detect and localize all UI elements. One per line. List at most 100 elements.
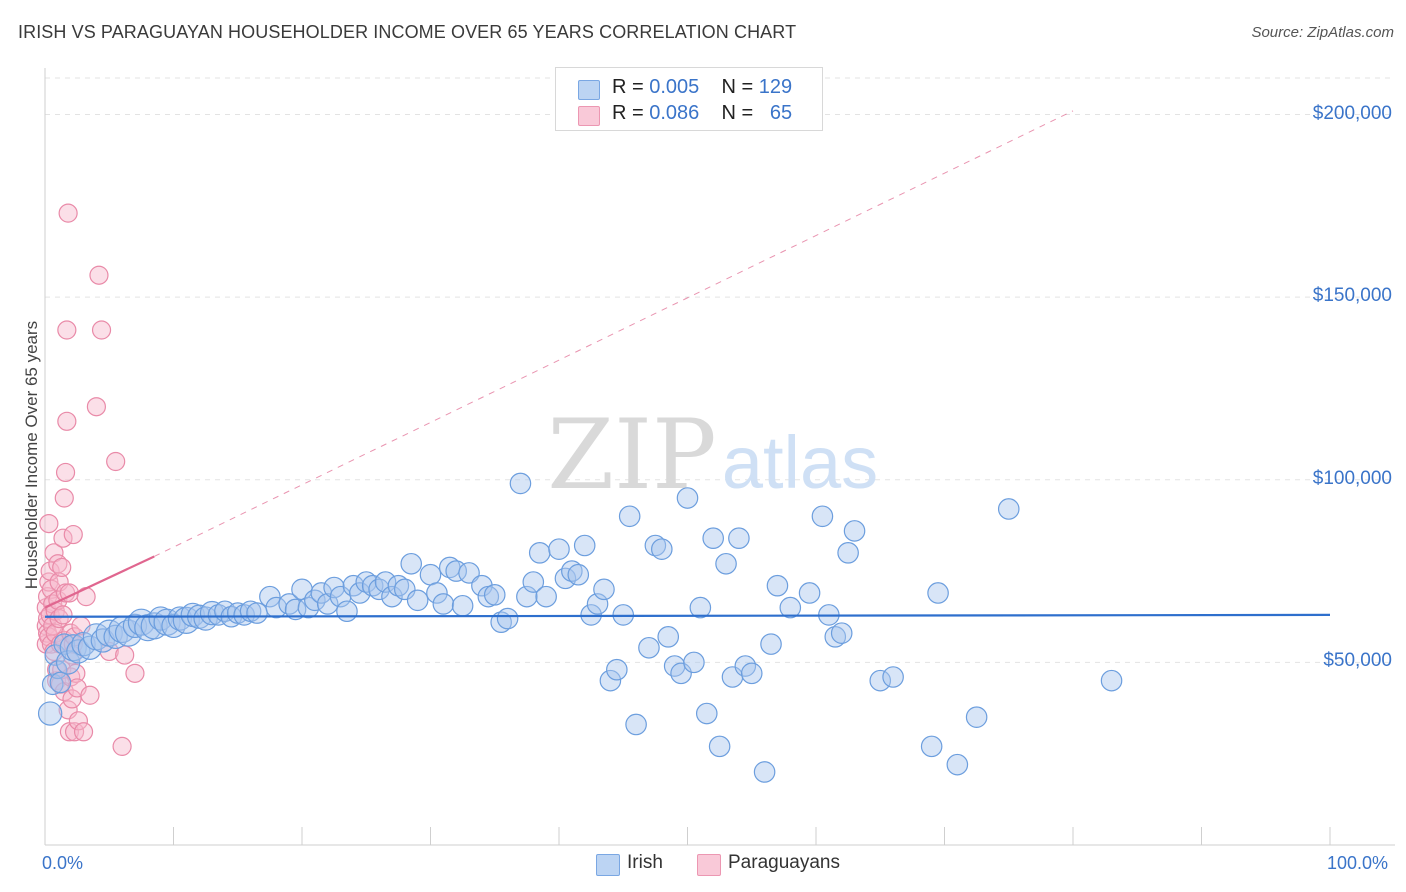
legend-swatch-irish	[578, 80, 600, 100]
irish-point-66	[458, 562, 480, 584]
paraguayans-point-28	[53, 528, 73, 548]
irish-point-58	[400, 552, 423, 575]
irish-point-93	[657, 626, 680, 648]
irish-point-62	[432, 593, 455, 615]
irish-point-65	[451, 594, 474, 617]
irish-point-124	[997, 498, 1020, 520]
legend-swatch-paraguayans	[578, 106, 600, 126]
irish-point-5	[53, 633, 76, 655]
irish-trend-line	[44, 613, 1331, 618]
irish-point-114	[824, 626, 847, 648]
irish-point-69	[483, 584, 506, 606]
correlation-legend: R = 0.005 N = 129 R = 0.086 N = 65	[555, 67, 823, 131]
paraguayans-point-29	[53, 605, 73, 625]
chart-title: IRISH VS PARAGUAYAN HOUSEHOLDER INCOME O…	[18, 22, 797, 42]
paraguayans-point-64	[54, 488, 74, 508]
irish-point-75	[528, 542, 551, 564]
irish-point-56	[387, 574, 410, 597]
irish-point-86	[606, 658, 628, 681]
irish-point-109	[766, 574, 789, 597]
irish-point-3	[48, 660, 68, 680]
irish-point-108	[760, 633, 782, 655]
watermark-atlas: atlas	[722, 421, 878, 504]
irish-point-73	[516, 585, 538, 608]
irish-point-37	[259, 585, 281, 608]
irish-point-120	[920, 735, 943, 758]
irish-point-122	[946, 753, 969, 776]
irish-point-52	[361, 574, 384, 597]
irish-point-71	[496, 607, 519, 630]
irish-point-115	[830, 622, 853, 644]
irish-point-88	[618, 505, 641, 528]
irish-point-123	[965, 706, 988, 728]
axes	[44, 68, 1395, 846]
irish-point-101	[708, 735, 731, 758]
paraguayans-point-36	[58, 203, 78, 223]
legend-r-label-paraguayans: R =	[612, 102, 644, 124]
paraguayans-point-59	[106, 451, 126, 472]
paraguayans-point-60	[112, 736, 132, 756]
irish-point-45	[316, 593, 339, 615]
irish-point-60	[419, 563, 442, 586]
paraguayans-point-35	[57, 320, 77, 340]
paraguayans-point-56	[89, 265, 109, 285]
irish-point-85	[599, 669, 622, 692]
paraguayans-point-52	[73, 722, 94, 742]
irish-point-99	[695, 702, 718, 725]
x-tick-label-min: 0.0%	[42, 853, 84, 873]
legend-r-label-irish: R =	[612, 76, 644, 98]
irish-point-74	[522, 571, 545, 593]
irish-point-48	[336, 600, 358, 623]
irish-point-107	[753, 761, 776, 783]
paraguayans-point-26	[52, 557, 72, 578]
irish-point-119	[882, 666, 904, 688]
irish-point-112	[811, 505, 834, 528]
irish-point-4	[49, 671, 72, 694]
irish-point-59	[406, 589, 429, 612]
paraguayans-trend-solid	[44, 555, 155, 609]
paraguayans-points	[36, 203, 145, 756]
series-swatch-paraguayans	[697, 854, 721, 876]
irish-point-102	[715, 552, 737, 575]
legend-r-value-paraguayans: 0.086	[649, 102, 700, 124]
irish-point-38	[265, 596, 288, 619]
irish-point-98	[689, 596, 712, 619]
grid-lines	[45, 77, 1395, 663]
irish-point-92	[650, 538, 673, 560]
irish-point-84	[593, 578, 615, 601]
legend-r-value-irish: 0.005	[649, 76, 700, 98]
paraguayans-point-54	[80, 685, 100, 705]
watermark-zip: ZIP	[547, 399, 716, 511]
y-tick-label-1: $100,000	[1312, 467, 1392, 489]
irish-point-118	[869, 669, 892, 692]
paraguayans-point-34	[57, 411, 77, 431]
irish-point-117	[843, 520, 866, 542]
irish-point-55	[381, 585, 403, 608]
irish-point-89	[625, 713, 647, 736]
paraguayans-point-23	[49, 608, 69, 629]
legend-n-value-paraguayans: 65	[769, 102, 793, 124]
y-tick-label-0: $50,000	[1323, 650, 1392, 672]
paraguayans-point-62	[125, 663, 145, 683]
irish-point-1	[41, 673, 64, 696]
legend-n-value-irish: 129	[758, 76, 793, 98]
irish-point-96	[676, 487, 699, 509]
irish-point-104	[728, 527, 750, 549]
irish-point-125	[1100, 669, 1123, 692]
irish-point-97	[683, 651, 705, 674]
irish-point-77	[548, 538, 570, 560]
paraguayans-point-50	[68, 711, 89, 731]
irish-point-54	[374, 571, 397, 593]
irish-point-76	[535, 585, 557, 608]
irish-point-106	[740, 662, 763, 685]
irish-point-116	[837, 542, 859, 564]
irish-point-90	[638, 636, 660, 659]
paraguayans-point-44	[63, 524, 83, 545]
paraguayans-point-61	[115, 645, 135, 665]
series-label-irish: Irish	[627, 852, 663, 873]
y-tick-label-2: $150,000	[1312, 285, 1392, 307]
legend-n-label-irish: N =	[721, 76, 754, 98]
paraguayans-point-57	[91, 320, 112, 340]
trend-lines	[44, 110, 1331, 618]
